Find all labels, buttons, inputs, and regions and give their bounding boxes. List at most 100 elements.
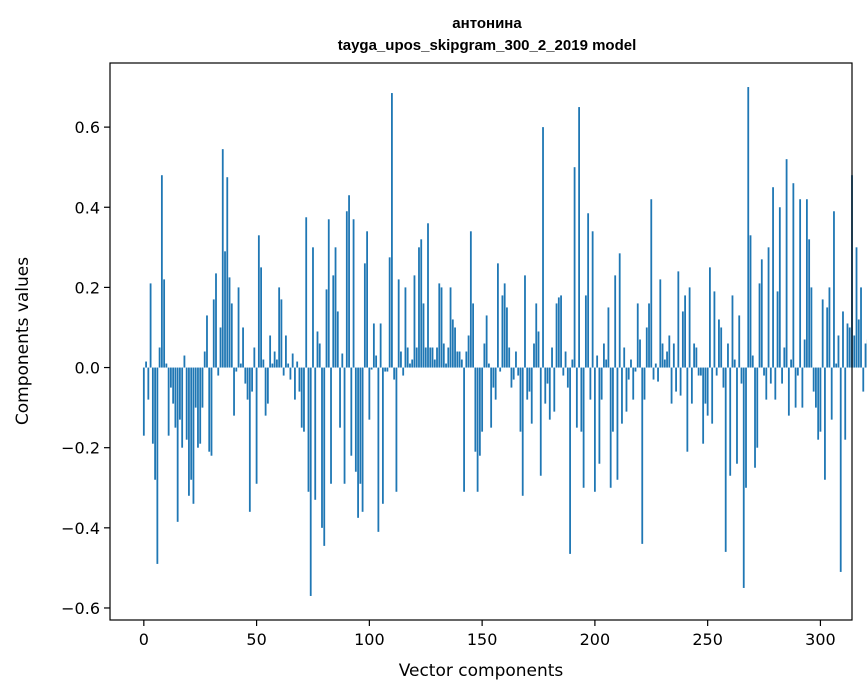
bar xyxy=(330,367,332,484)
bar xyxy=(643,367,646,400)
bar xyxy=(765,367,768,400)
bar xyxy=(837,335,840,368)
y-axis-ticks: −0.6 −0.4 −0.2 0.0 0.2 0.4 0.6 xyxy=(61,118,110,618)
bar xyxy=(185,367,188,440)
bar xyxy=(842,311,844,368)
bar xyxy=(697,367,700,376)
bar xyxy=(160,175,163,368)
bar xyxy=(181,367,184,448)
bar xyxy=(751,355,754,368)
bar xyxy=(844,367,847,440)
bar xyxy=(785,159,788,368)
bar xyxy=(826,307,829,368)
bar xyxy=(197,367,199,448)
bar xyxy=(203,351,206,368)
bar xyxy=(303,367,305,432)
bar xyxy=(422,303,425,368)
bar xyxy=(711,367,714,424)
bar xyxy=(273,351,276,368)
bar xyxy=(596,355,599,368)
y-tick-label: −0.2 xyxy=(61,439,100,458)
chart-title-line1: антонина xyxy=(452,15,522,32)
bar xyxy=(212,299,215,368)
bar xyxy=(413,275,416,368)
bar xyxy=(300,367,303,428)
bar xyxy=(156,367,159,564)
bar xyxy=(165,363,168,368)
bar xyxy=(736,367,738,464)
bar xyxy=(307,367,310,492)
bar xyxy=(282,367,285,376)
bar xyxy=(368,367,371,420)
bar xyxy=(769,367,772,384)
bar xyxy=(199,367,202,444)
bar xyxy=(219,327,222,368)
bar xyxy=(503,283,506,368)
bar xyxy=(176,367,179,522)
bar xyxy=(264,367,267,416)
bar xyxy=(582,367,585,488)
bar xyxy=(738,315,741,368)
bar xyxy=(233,367,235,416)
bar xyxy=(812,367,815,392)
bar xyxy=(828,287,831,368)
bar xyxy=(722,367,725,388)
bar xyxy=(587,213,590,368)
bar xyxy=(262,359,265,368)
bar xyxy=(314,367,317,500)
bar xyxy=(684,295,686,368)
bar xyxy=(754,367,756,468)
bar xyxy=(555,303,558,368)
bar xyxy=(709,267,711,368)
bar xyxy=(404,287,407,368)
bar xyxy=(427,223,429,368)
bar xyxy=(584,295,587,368)
bar xyxy=(463,367,465,492)
bar xyxy=(578,107,580,368)
y-axis-label: Components values xyxy=(13,257,33,425)
bar xyxy=(379,323,382,368)
bar xyxy=(758,283,761,368)
bars-group xyxy=(142,87,867,596)
bar xyxy=(406,347,409,368)
bar xyxy=(801,367,804,408)
bar xyxy=(298,367,301,392)
bar xyxy=(724,367,727,552)
bar xyxy=(190,367,193,480)
bar xyxy=(361,367,364,512)
bar xyxy=(395,367,398,492)
bar xyxy=(424,347,427,368)
bar xyxy=(537,331,540,368)
bar xyxy=(451,319,454,368)
bar xyxy=(573,167,576,368)
bar xyxy=(519,367,522,432)
bar xyxy=(672,343,675,368)
bar xyxy=(681,311,684,368)
bar xyxy=(729,367,732,476)
bar xyxy=(774,367,777,400)
bar xyxy=(445,363,447,368)
bar xyxy=(593,367,596,492)
bar xyxy=(154,367,156,480)
bar xyxy=(772,187,774,368)
bar xyxy=(179,367,181,420)
bar xyxy=(226,177,229,368)
bar xyxy=(147,367,150,400)
x-tick-label: 200 xyxy=(580,630,611,649)
bar xyxy=(767,247,770,368)
bar xyxy=(562,367,565,376)
bar xyxy=(589,367,592,400)
bar xyxy=(163,279,166,368)
bar xyxy=(485,315,488,368)
bar xyxy=(853,335,856,368)
bar xyxy=(339,367,341,428)
bar xyxy=(312,247,314,368)
bar xyxy=(706,367,709,416)
bar xyxy=(149,283,152,368)
y-tick-label: 0.4 xyxy=(75,198,100,217)
bar xyxy=(334,247,337,368)
bar xyxy=(566,367,569,388)
bar xyxy=(336,311,339,368)
bar xyxy=(720,327,723,368)
bar xyxy=(621,367,623,424)
